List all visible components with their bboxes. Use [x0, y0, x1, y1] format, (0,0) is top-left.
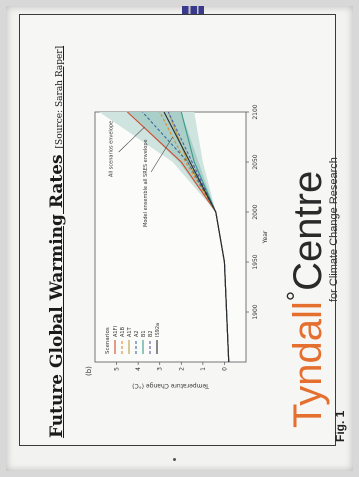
y-tick-label: 4	[135, 367, 142, 371]
y-tick-label: 3	[157, 367, 164, 371]
annotation-arrow	[150, 136, 173, 173]
tyndall-logo: Tyndall°Centre	[281, 170, 330, 428]
legend-entry-b1: B1	[141, 330, 147, 337]
annotation-arrow	[118, 126, 145, 153]
figure-label: Fig. 1	[333, 410, 347, 442]
x-tick-label: 2000	[252, 204, 259, 219]
slide-title: Future Global Warming Rates [Source: Sar…	[47, 28, 67, 438]
logo-degree: °	[281, 290, 311, 302]
annotation-all-scenarios: All scenarios envelope	[108, 121, 114, 177]
scanned-page: Future Global Warming Rates [Source: Sar…	[6, 6, 353, 471]
slide-frame: Future Global Warming Rates [Source: Sar…	[19, 14, 347, 446]
y-tick-label: 5	[114, 367, 121, 371]
legend-entry-b2: B2	[148, 330, 154, 337]
y-axis-label: Temperature Change (°C)	[132, 382, 210, 389]
page-dot	[173, 458, 176, 461]
series-line-is92a	[163, 111, 230, 363]
rotated-slide: Future Global Warming Rates [Source: Sar…	[41, 28, 347, 448]
x-tick-label: 1900	[252, 304, 259, 319]
legend-entry-a1b: A1B	[120, 326, 126, 337]
logo-subtitle: for Climate Change Research	[328, 157, 340, 302]
x-tick-label: 2100	[252, 104, 259, 119]
x-tick-label: 2050	[252, 154, 259, 169]
title-text: Future Global Warming Rates	[47, 154, 67, 438]
legend-entry-a2: A2	[134, 330, 140, 337]
legend-entry-a1t: A1T	[127, 326, 133, 337]
warming-chart: 1900 1950 2000 2050 2100 0 1 2 3 4 5 Year Temperatur…	[81, 102, 271, 402]
annotation-model-ensemble: Model ensemble all SRES envelope	[143, 139, 149, 227]
y-tick-label: 0	[221, 367, 228, 371]
title-source: [Source: Sarah Raper]	[55, 45, 65, 149]
logo-tyndall: Tyndall	[286, 301, 330, 428]
legend-entry-is92a: IS92a	[155, 323, 161, 337]
y-tick-label: 1	[200, 367, 207, 371]
legend-entry-a1fi: A1FI	[113, 326, 119, 337]
legend-title: Scenarios	[105, 327, 111, 354]
y-tick-label: 2	[178, 367, 185, 371]
chart-svg: 1900 1950 2000 2050 2100 0 1 2 3 4 5 Year Temperatur…	[85, 104, 269, 389]
logo-centre: Centre	[286, 170, 330, 291]
panel-label: (b)	[85, 366, 93, 376]
x-axis-label: Year	[262, 230, 269, 244]
x-tick-label: 1950	[252, 254, 259, 269]
